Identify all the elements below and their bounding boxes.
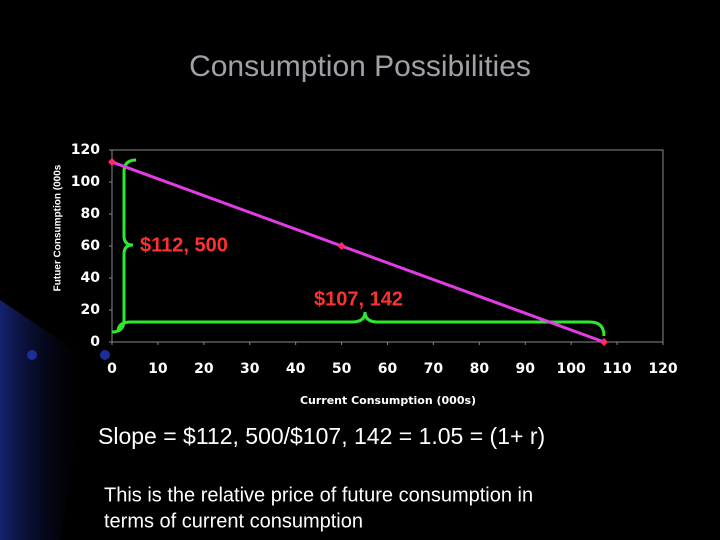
x-tick-label: 110: [602, 361, 631, 377]
x-tick-label: 120: [648, 361, 677, 377]
y-tick-label: 80: [81, 206, 101, 222]
y-axis-label: Futuer Consumption (000s: [53, 164, 64, 291]
equation: Slope = $112, 500/$107, 142 = 1.05 = (1+…: [98, 423, 545, 449]
plot-area: [111, 149, 664, 343]
slide-title: Consumption Possibilities: [189, 50, 531, 83]
y-tick-label: 40: [81, 270, 101, 286]
x-tick-label: 30: [240, 361, 260, 377]
x-tick-label: 50: [332, 361, 352, 377]
marker: [108, 158, 116, 166]
x-tick-label: 40: [286, 361, 306, 377]
brace: [116, 311, 606, 337]
marker: [337, 242, 346, 250]
x-tick-label: 20: [194, 361, 214, 377]
x-tick-label: 60: [378, 361, 398, 377]
decoration: [0, 300, 90, 540]
annotation: $112, 500: [140, 234, 228, 256]
x-tick-label: 10: [148, 361, 168, 377]
x-axis-label: Current Consumption (000s): [300, 394, 476, 407]
x-tick-label: 0: [107, 361, 117, 377]
y-tick-label: 120: [71, 142, 100, 158]
x-tick-label: 90: [516, 361, 536, 377]
annotation: $107, 142: [314, 288, 403, 310]
marker: [599, 338, 608, 346]
note: This is the relative price of future con…: [104, 484, 533, 506]
decoration: [100, 350, 110, 360]
x-tick-label: 80: [470, 361, 490, 377]
x-tick-label: 100: [557, 361, 586, 377]
decoration: [27, 350, 37, 360]
y-tick-label: 100: [71, 174, 100, 190]
note: terms of current consumption: [104, 510, 363, 532]
x-tick-label: 70: [424, 361, 444, 377]
y-tick-label: 20: [81, 302, 101, 318]
y-tick-label: 60: [81, 238, 101, 254]
y-tick-label: 0: [90, 334, 100, 350]
